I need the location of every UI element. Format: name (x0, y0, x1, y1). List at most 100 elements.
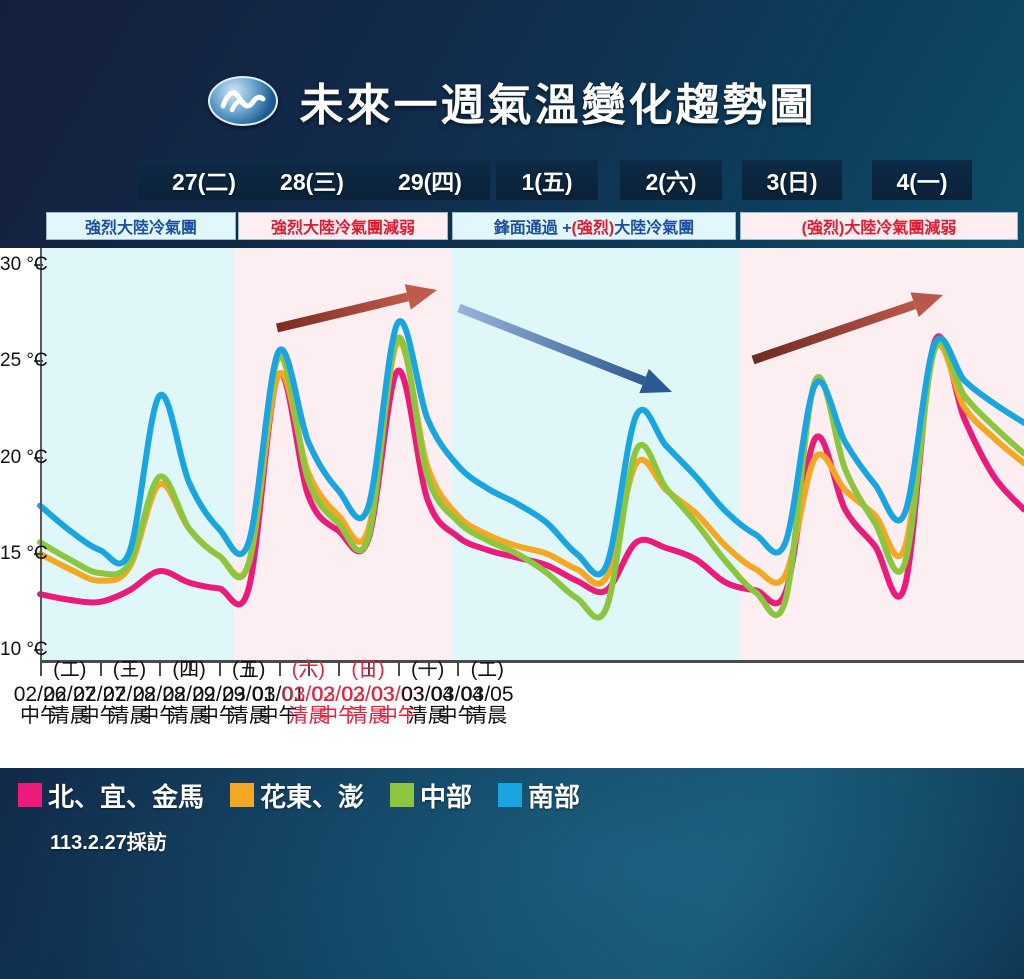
x-time-2: 中午 (79, 705, 120, 728)
legend-label-2: 中部 (420, 781, 473, 812)
x-label-group-2: 02/27 中午 (64, 660, 136, 727)
x-label-group-8: 03/01 中午 (243, 660, 315, 727)
x-label-group-11: (日) 03/03 清晨 (332, 660, 404, 727)
x-date-11: 03/03 (341, 683, 395, 706)
x-time-8: 中午 (258, 705, 299, 728)
x-dow-3: (三) (112, 659, 147, 681)
x-tick-7 (248, 663, 251, 676)
y-tick-label-25: 25 °C (0, 350, 48, 372)
cooling-arrow-head (639, 368, 672, 394)
x-label-group-9: (六) 03/02 清晨 (272, 660, 344, 727)
x-tick-9 (308, 663, 311, 676)
page-title: 未來一週氣溫變化趨勢圖 (299, 81, 817, 130)
x-time-11: 清晨 (348, 705, 388, 728)
x-date-10: 03/02 (311, 683, 365, 706)
x-date-2: 02/27 (73, 683, 126, 706)
day-chip-3: 1(五) (496, 160, 598, 200)
x-time-6: 中午 (198, 705, 239, 728)
x-date-15: 03/05 (460, 683, 514, 706)
x-label-group-13: (一) 03/04 清晨 (392, 660, 464, 727)
x-label-group-7: (五) 03/01 清晨 (213, 660, 285, 727)
day-chip-6: 4(一) (872, 160, 972, 200)
legend-swatch-2 (390, 783, 415, 807)
x-dow-1: (二) (53, 659, 87, 681)
y-axis-line (40, 248, 42, 660)
day-chip-1: 28(三) (252, 160, 372, 200)
x-tick-11 (368, 663, 370, 676)
x-dow-5: (四) (172, 659, 206, 681)
condition-bar-strip: 強烈大陸冷氣團 強烈大陸冷氣團減弱 鋒面通過 + (強烈) 大陸冷氣團 (強烈)大陸冷氣… (0, 212, 1024, 242)
x-tick-14 (457, 663, 460, 676)
x-tick-4 (159, 663, 162, 676)
legend-item-3: 南部 (498, 777, 580, 814)
x-time-10: 中午 (318, 705, 359, 728)
y-tick-label-30: 30 °C (0, 254, 48, 275)
chart-plot-area: 10 °C 15 °C 20 °C 25 °C 30 °C (0, 248, 1024, 660)
x-dow-7: (五) (232, 659, 266, 681)
condition-seg-b: (強烈) (571, 220, 615, 237)
x-axis-line (40, 660, 1024, 663)
cooling-arrow-shaft (457, 303, 646, 386)
x-label-group-6: 02/29 中午 (183, 660, 255, 727)
band-0 (40, 248, 234, 660)
x-label-group-12: 03/03 中午 (362, 660, 434, 727)
condition-seg-a: 鋒面通過 + (493, 220, 572, 237)
x-tick-15 (487, 663, 490, 676)
x-time-4: 中午 (139, 705, 180, 728)
x-date-12: 03/03 (371, 683, 425, 706)
day-chip-0: 27(二) (138, 160, 270, 200)
x-tick-10 (338, 663, 341, 676)
series-line-2 (37, 334, 1024, 621)
warming-arrow-2-head (910, 292, 943, 318)
x-dow-15: (二) (470, 659, 504, 681)
x-label-group-0: 02/26 中午 (4, 660, 76, 727)
x-time-3: 清晨 (109, 705, 150, 728)
x-date-14: 03/04 (431, 683, 484, 706)
legend-label-0: 北、宜、金馬 (48, 781, 205, 812)
legend-label-3: 南部 (528, 781, 581, 812)
y-tick-label-10: 10 °C (0, 639, 48, 660)
x-dow-13: (一) (410, 659, 445, 681)
x-tick-2 (99, 663, 102, 676)
legend-swatch-0 (18, 783, 42, 807)
x-time-12: 中午 (377, 705, 418, 728)
x-date-7: 03/01 (222, 683, 275, 706)
chart-legend: 北、宜、金馬 花東、澎 中部 南部 (18, 778, 606, 812)
legend-item-2: 中部 (390, 777, 472, 814)
x-date-4: 02/28 (132, 683, 186, 706)
day-chip-4: 2(六) (620, 160, 722, 200)
x-dow-9: (六) (291, 659, 326, 681)
y-tick-30 (34, 264, 43, 266)
x-date-3: 02/28 (103, 683, 156, 706)
x-tick-5 (189, 663, 192, 676)
x-axis: 02/26 中午 (二) 02/27 清晨 02/27 中午 (三) 02/28 清晨 02/28 中… (0, 660, 1024, 768)
y-tick-20 (34, 456, 43, 459)
y-tick-label-15: 15 °C (0, 542, 48, 564)
condition-bar-0: 強烈大陸冷氣團 (46, 212, 236, 240)
warming-arrow-1-shaft (275, 292, 409, 333)
x-date-9: 03/02 (282, 683, 335, 706)
x-label-group-5: (四) 02/29 清晨 (153, 660, 225, 727)
wave-logo-icon (207, 76, 278, 126)
x-time-13: 清晨 (407, 705, 448, 728)
legend-item-0: 北、宜、金馬 (18, 777, 204, 814)
legend-item-1: 花東、澎 (230, 777, 364, 814)
legend-label-1: 花東、澎 (260, 781, 365, 812)
y-tick-label-20: 20 °C (0, 446, 48, 468)
condition-bar-1: 強烈大陸冷氣團減弱 (238, 212, 448, 240)
x-time-1: 清晨 (49, 705, 90, 728)
x-label-group-1: (二) 02/27 清晨 (34, 660, 106, 727)
x-label-group-10: 03/02 中午 (302, 660, 374, 727)
title-bar: 未來一週氣溫變化趨勢圖 (0, 62, 1024, 140)
x-date-6: 02/29 (192, 683, 246, 706)
x-tick-13 (427, 663, 430, 676)
x-time-7: 清晨 (228, 705, 269, 728)
warming-arrow-2-shaft (751, 300, 917, 365)
x-tick-3 (129, 663, 132, 676)
x-time-0: 中午 (20, 705, 60, 728)
x-time-14: 中午 (437, 705, 478, 728)
x-date-13: 03/04 (401, 683, 454, 706)
x-tick-12 (397, 663, 400, 676)
x-tick-8 (278, 663, 281, 676)
credit-text: 113.2.27採訪 (50, 832, 167, 854)
